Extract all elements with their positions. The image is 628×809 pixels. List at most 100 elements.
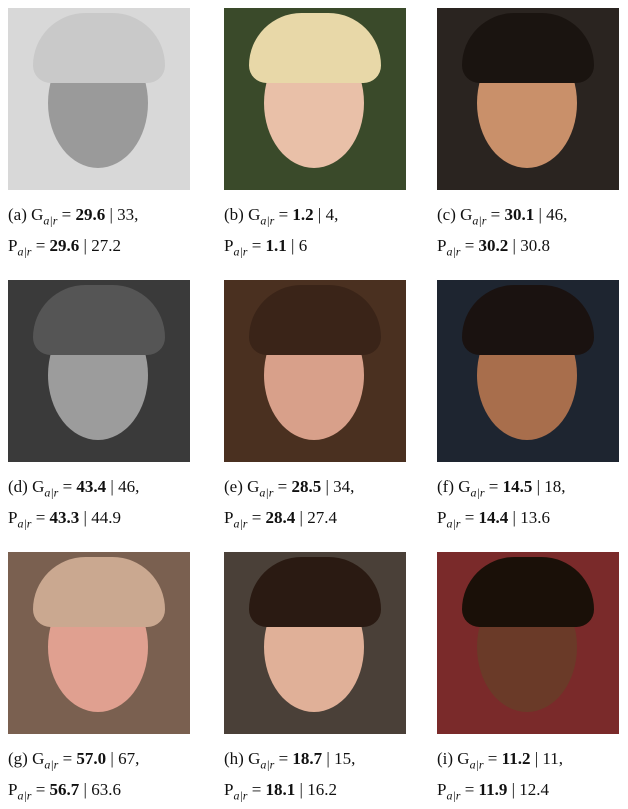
separator: | [317, 205, 322, 224]
caption: (b) Ga|r = 1.2 | 4, Pa|r = 1.1 | 6 [224, 202, 406, 265]
subscript: a|r [17, 788, 32, 803]
face-photo [224, 552, 406, 734]
symbol: G [248, 205, 261, 224]
separator: | [109, 205, 113, 224]
caption-line: Pa|r = 28.4 | 27.4 [224, 505, 406, 536]
comma: , [135, 749, 140, 768]
subscript: a|r [233, 788, 248, 803]
separator: | [538, 205, 542, 224]
symbol: G [31, 205, 44, 224]
separator: | [83, 780, 87, 800]
hair [462, 557, 594, 627]
caption-line: Pa|r = 18.1 | 16.2 [224, 777, 406, 808]
symbol: P [224, 780, 234, 800]
symbol: P [437, 780, 447, 800]
subscript: a|r [469, 757, 484, 772]
separator: | [511, 780, 515, 800]
true-age: 30.8 [520, 236, 550, 256]
caption-line: (b) Ga|r = 1.2 | 4, [224, 202, 406, 233]
face-photo [8, 552, 190, 734]
separator: | [512, 236, 516, 256]
true-age: 15 [334, 749, 352, 768]
true-age: 27.2 [91, 236, 121, 256]
caption: (a) Ga|r = 29.6 | 33, Pa|r = 29.6 | 27.2 [8, 202, 190, 265]
caption: (g) Ga|r = 57.0 | 67, Pa|r = 56.7 | 63.6 [8, 746, 190, 809]
equals: = [251, 236, 262, 256]
caption-line: (e) Ga|r = 28.5 | 34, [224, 474, 406, 505]
true-age: 11 [542, 749, 559, 768]
predicted-age: 30.1 [504, 205, 535, 224]
predicted-age: 56.7 [49, 780, 80, 800]
predicted-age: 28.4 [265, 508, 296, 528]
subfigure-label: (h) [224, 749, 244, 768]
symbol: P [8, 780, 18, 800]
predicted-age: 14.4 [478, 508, 509, 528]
equals: = [464, 236, 475, 256]
separator: | [110, 749, 114, 768]
subfigure-label: (c) [437, 205, 456, 224]
caption-line: Pa|r = 29.6 | 27.2 [8, 233, 190, 264]
predicted-age: 57.0 [76, 749, 107, 768]
symbol: G [32, 749, 45, 768]
true-age: 12.4 [519, 780, 549, 800]
true-age: 4 [325, 205, 335, 224]
caption-line: (c) Ga|r = 30.1 | 46, [437, 202, 619, 233]
separator: | [299, 780, 303, 800]
true-age: 27.4 [307, 508, 337, 528]
subscript: a|r [43, 213, 58, 228]
caption: (h) Ga|r = 18.7 | 15, Pa|r = 18.1 | 16.2 [224, 746, 406, 809]
caption-line: (g) Ga|r = 57.0 | 67, [8, 746, 190, 777]
subscript: a|r [17, 516, 32, 531]
equals: = [251, 508, 262, 528]
equals: = [35, 780, 46, 800]
equals: = [490, 205, 501, 224]
predicted-age: 14.5 [502, 477, 533, 496]
subfigure: (d) Ga|r = 43.4 | 46, Pa|r = 43.3 | 44.9 [8, 280, 190, 537]
face-photo [437, 552, 619, 734]
separator: | [534, 749, 539, 768]
comma: , [135, 477, 140, 496]
subfigure: (h) Ga|r = 18.7 | 15, Pa|r = 18.1 | 16.2 [224, 552, 406, 809]
caption: (f) Ga|r = 14.5 | 18, Pa|r = 14.4 | 13.6 [437, 474, 619, 537]
separator: | [299, 508, 303, 528]
face-photo [8, 8, 190, 190]
comma: , [351, 749, 356, 768]
symbol: P [8, 508, 18, 528]
true-age: 46 [546, 205, 564, 224]
separator: | [110, 477, 114, 496]
caption-line: (h) Ga|r = 18.7 | 15, [224, 746, 406, 777]
subscript: a|r [470, 485, 485, 500]
subscript: a|r [17, 244, 32, 259]
predicted-age: 1.2 [292, 205, 314, 224]
predicted-age: 30.2 [478, 236, 509, 256]
equals: = [35, 508, 46, 528]
true-age: 33 [117, 205, 135, 224]
separator: | [536, 477, 540, 496]
symbol: G [460, 205, 473, 224]
subfigure-label: (i) [437, 749, 454, 768]
symbol: P [8, 236, 18, 256]
face-photo [437, 280, 619, 462]
true-age: 63.6 [91, 780, 121, 800]
equals: = [487, 749, 498, 768]
caption-line: Pa|r = 11.9 | 12.4 [437, 777, 619, 808]
subfigure-label: (b) [224, 205, 244, 224]
equals: = [61, 205, 72, 224]
predicted-age: 43.3 [49, 508, 80, 528]
separator: | [512, 508, 516, 528]
caption: (d) Ga|r = 43.4 | 46, Pa|r = 43.3 | 44.9 [8, 474, 190, 537]
separator: | [291, 236, 295, 256]
symbol: G [247, 477, 260, 496]
caption-line: (a) Ga|r = 29.6 | 33, [8, 202, 190, 233]
hair [249, 285, 381, 355]
caption-line: Pa|r = 1.1 | 6 [224, 233, 406, 264]
subscript: a|r [260, 213, 275, 228]
caption-line: Pa|r = 14.4 | 13.6 [437, 505, 619, 536]
equals: = [35, 236, 46, 256]
subfigure-label: (f) [437, 477, 454, 496]
equals: = [62, 749, 73, 768]
true-age: 18 [544, 477, 562, 496]
predicted-age: 1.1 [265, 236, 287, 256]
subfigure: (a) Ga|r = 29.6 | 33, Pa|r = 29.6 | 27.2 [8, 8, 190, 265]
